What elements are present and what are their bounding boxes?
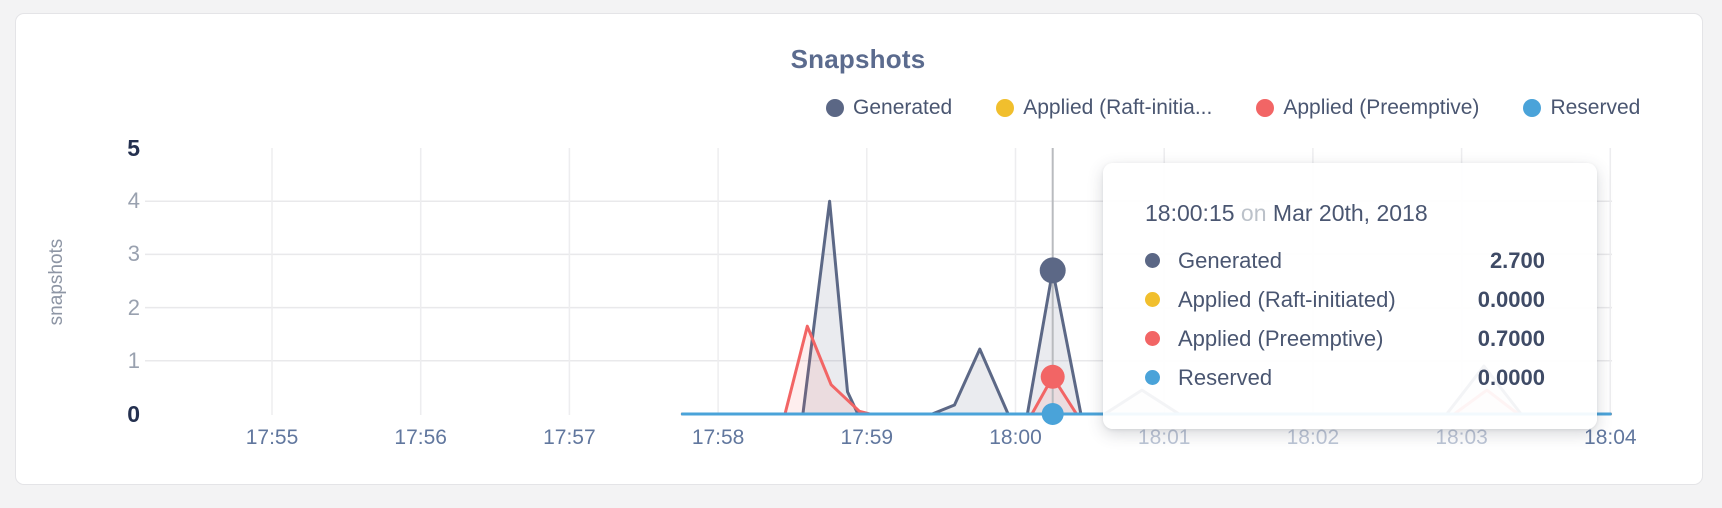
legend-label: Generated	[853, 96, 953, 119]
tooltip-series-dot-icon	[1145, 370, 1160, 385]
x-tick-label: 18:02	[1286, 426, 1340, 449]
tooltip-series-dot-icon	[1145, 253, 1160, 268]
tooltip-row: Applied (Preemptive) 0.7000	[1145, 319, 1545, 358]
x-tick-label: 18:03	[1435, 426, 1488, 449]
tooltip-series-value: 2.700	[1489, 247, 1545, 273]
tooltip-rows: Generated 2.700 Applied (Raft-initiated) 0.…	[1145, 241, 1545, 397]
tooltip-time: 18:00:15	[1145, 200, 1235, 226]
hover-point	[1041, 403, 1064, 425]
tooltip-series-dot-icon	[1145, 292, 1160, 307]
tooltip-series-value: 0.0000	[1477, 364, 1545, 390]
x-tick-label: 18:01	[1137, 426, 1191, 449]
tooltip-series-value: 0.7000	[1477, 325, 1545, 351]
legend-item-2[interactable]: Applied (Raft-initia...	[996, 96, 1212, 120]
y-tick-label: 1	[127, 347, 140, 373]
y-tick-label: 0	[127, 401, 140, 427]
chart-legend: Generated Applied (Raft-initia... Applied …	[826, 96, 1640, 120]
tooltip-series-name: Applied (Preemptive)	[1178, 325, 1384, 351]
legend-item-4[interactable]: Reserved	[1523, 96, 1640, 120]
x-tick-label: 18:00	[989, 426, 1042, 449]
tooltip-header: 18:00:15 on Mar 20th, 2018	[1145, 197, 1545, 229]
tooltip-date: Mar 20th, 2018	[1272, 200, 1428, 226]
legend-label: Applied (Raft-initia...	[1023, 96, 1213, 119]
legend-label: Reserved	[1550, 96, 1641, 119]
legend-dot-icon	[1523, 99, 1542, 117]
tooltip-series-name: Generated	[1178, 247, 1282, 273]
legend-item-3[interactable]: Applied (Preemptive)	[1256, 96, 1479, 120]
tooltip-row: Reserved 0.0000	[1145, 358, 1545, 397]
y-tick-label: 4	[127, 188, 140, 214]
tooltip-series-value: 0.0000	[1477, 286, 1545, 312]
legend-item-1[interactable]: Generated	[826, 96, 952, 120]
x-tick-label: 18:04	[1584, 426, 1637, 449]
tooltip-on-word: on	[1240, 200, 1267, 226]
x-tick-label: 17:58	[691, 426, 745, 449]
hover-point	[1040, 364, 1065, 389]
x-tick-label: 17:59	[840, 426, 894, 449]
legend-dot-icon	[996, 99, 1015, 117]
y-tick-label: 5	[127, 135, 140, 161]
x-tick-label: 17:56	[394, 426, 447, 449]
chart-title: Snapshots	[790, 44, 926, 74]
legend-dot-icon	[1256, 99, 1275, 117]
x-tick-label: 17:55	[245, 426, 299, 449]
tooltip-series-name: Applied (Raft-initiated)	[1178, 286, 1396, 312]
tooltip-row: Applied (Raft-initiated) 0.0000	[1145, 280, 1545, 319]
legend-dot-icon	[826, 99, 844, 117]
tooltip-row: Generated 2.700	[1145, 241, 1545, 280]
tooltip-series-dot-icon	[1145, 331, 1160, 346]
hover-point	[1039, 257, 1066, 284]
tooltip-series-name: Reserved	[1178, 364, 1273, 390]
legend-label: Applied (Preemptive)	[1283, 96, 1480, 119]
hover-tooltip: 18:00:15 on Mar 20th, 2018 Generated 2.70…	[1103, 163, 1597, 429]
y-tick-label: 2	[127, 294, 140, 320]
x-tick-label: 17:57	[543, 426, 596, 449]
y-tick-label: 3	[127, 241, 140, 267]
